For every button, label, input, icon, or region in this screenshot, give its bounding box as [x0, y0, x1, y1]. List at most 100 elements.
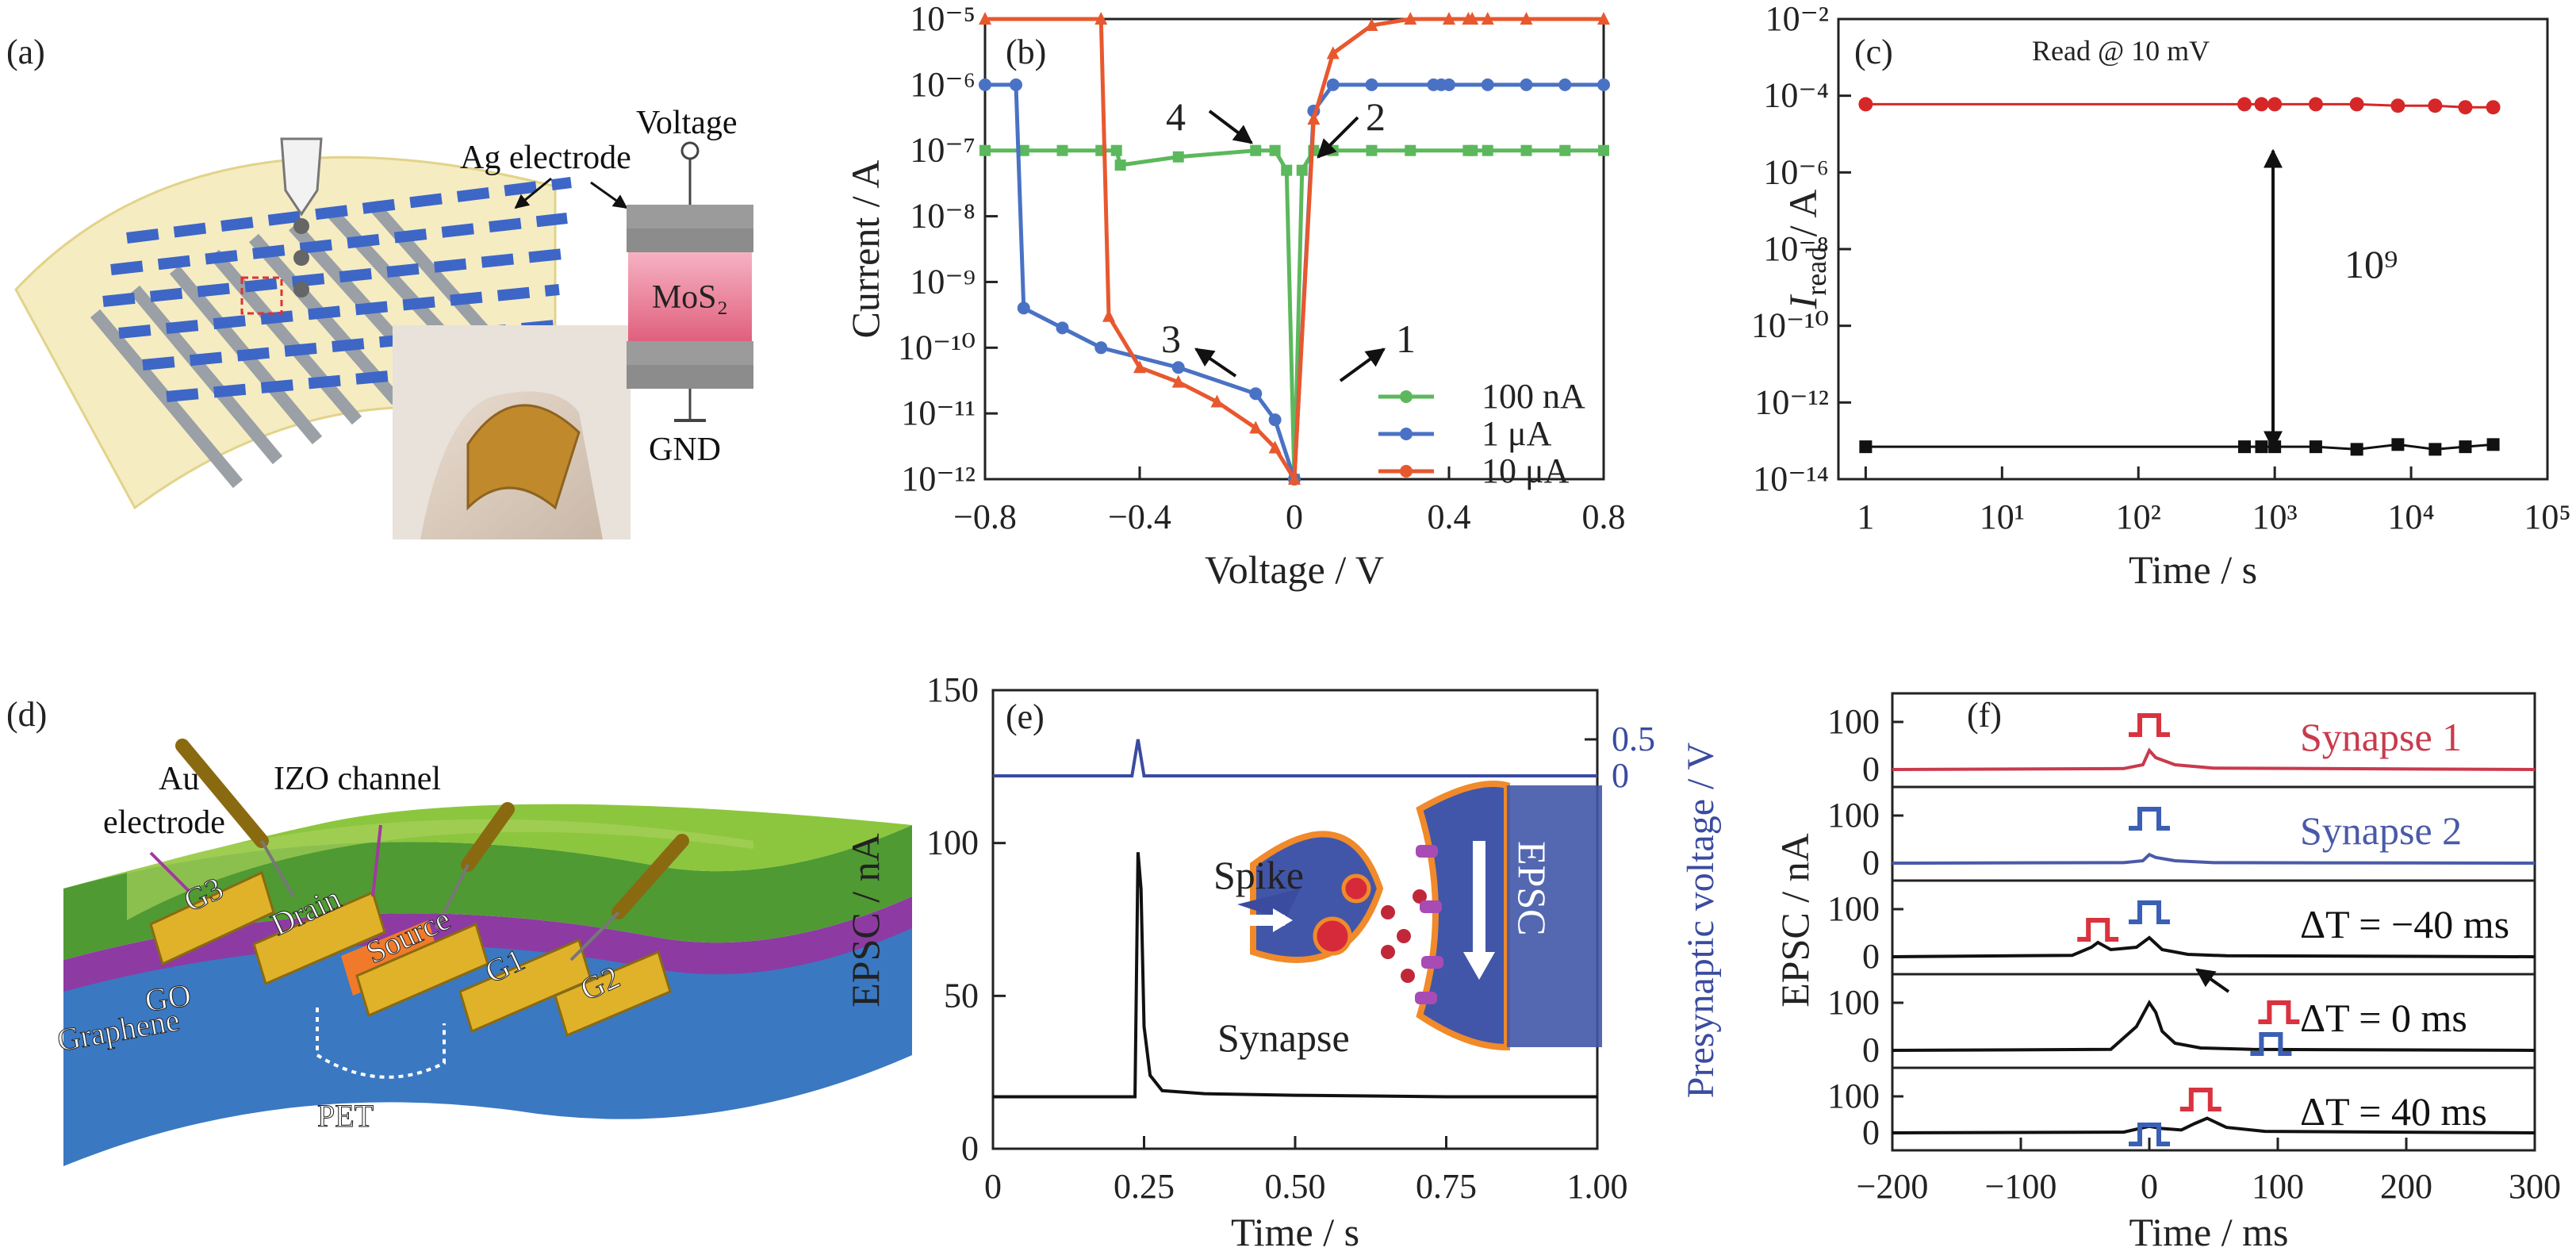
chart-b-point	[1597, 12, 1610, 25]
chart-c-point	[2458, 100, 2473, 115]
chart-e-voltage-line	[993, 739, 1597, 777]
chart-b-point	[1307, 112, 1321, 125]
chart-f-pulse-icon	[2258, 1000, 2300, 1024]
chart-b-point	[1017, 301, 1030, 315]
chart-f-pulse-icon	[2129, 900, 2170, 924]
chart-c-point	[2350, 443, 2363, 456]
chart-e-xtick-label: 1.00	[1567, 1167, 1628, 1206]
chart-b-point	[1365, 18, 1378, 32]
chart-b-point	[979, 12, 991, 25]
chart-b-legend-label: 10 μA	[1482, 451, 1570, 490]
chart-b-point	[1094, 341, 1108, 355]
chart-c-xtick-label: 10²	[2116, 497, 2161, 536]
panel-d-label: (d)	[6, 695, 47, 734]
chart-f-pulse-icon	[2250, 1032, 2292, 1056]
chart-c-point	[2349, 97, 2364, 112]
chart-c-point	[2309, 440, 2322, 454]
chart-f-row-label: ΔT = 0 ms	[2300, 996, 2467, 1040]
chart-f-row-frame	[1891, 1066, 2536, 1152]
chart-b-point	[1056, 321, 1069, 335]
chart-f-xtick-label: 300	[2509, 1167, 2561, 1206]
chart-b-annot-4: 4	[1166, 94, 1186, 139]
chart-c-xtick-label: 10⁵	[2524, 497, 2570, 536]
chart-c-point	[2428, 443, 2442, 456]
pet-layer	[63, 920, 912, 1166]
chart-b-point	[1520, 12, 1533, 25]
chart-b-ytick-label: 10⁻¹⁰	[898, 328, 976, 367]
chart-f-ytick-label: 100	[1827, 796, 1880, 835]
chart-f-trace	[1892, 1116, 2536, 1134]
chart-f-xtick-label: 200	[2380, 1167, 2432, 1206]
go-label: GO	[143, 977, 193, 1019]
chart-c-point	[2390, 98, 2405, 113]
chart-f-ytick-label: 0	[1862, 1031, 1880, 1069]
mos2-label: MoS₂	[652, 279, 728, 316]
chart-e-ytick-right-label: 0.5	[1612, 720, 1655, 758]
chart-e-ytick-right-label: 0	[1612, 756, 1629, 795]
chart-b-annotations: 4 2 3 1	[1161, 94, 1416, 382]
chart-b-point	[1114, 159, 1126, 171]
chart-b-point	[1466, 12, 1479, 25]
chart-b-point	[1466, 144, 1478, 156]
chart-b-point	[1598, 144, 1609, 156]
chart-b-ytick-label: 10⁻⁸	[910, 197, 976, 236]
chart-b-annot-1: 1	[1396, 317, 1416, 361]
panel-a-label: (a)	[6, 33, 45, 71]
chart-b-point	[979, 78, 991, 91]
chart-f-xtick-label: −100	[1985, 1167, 2057, 1206]
chart-f-xtick-label: 100	[2252, 1167, 2304, 1206]
chart-b-point	[1520, 78, 1533, 91]
chart-f-panel-label: (f)	[1967, 696, 2002, 735]
chart-c-xtick-label: 10⁴	[2387, 497, 2434, 536]
chart-c-panel-label: (c)	[1854, 33, 1893, 71]
gold-electrodes	[149, 870, 672, 1038]
chart-c-point	[2254, 97, 2269, 112]
chart-b-point	[1171, 374, 1185, 388]
chart-b-point	[1102, 309, 1115, 322]
panel-a: (a) Ag electrode Voltage	[6, 33, 753, 539]
synapse-illustration: Spike Synapse EPSC	[1213, 781, 1602, 1060]
chart-c-point	[1859, 440, 1873, 454]
chart-b-point	[1133, 360, 1146, 374]
chart-c-point	[2255, 440, 2268, 454]
chart-e-ytick-label: 50	[944, 976, 979, 1015]
chart-b-legend-label: 100 nA	[1482, 377, 1585, 416]
chart-f-trace	[1892, 935, 2536, 958]
chart-b-point	[1366, 144, 1378, 156]
chart-c-xtick-label: 1	[1857, 497, 1874, 536]
chart-c-point	[2486, 438, 2500, 451]
chart-b-ytick-label: 10⁻⁶	[910, 65, 976, 104]
chart-b-annot-3: 3	[1161, 317, 1181, 361]
chart-b-legend-marker	[1400, 428, 1413, 440]
chart-e-ytick-label: 150	[926, 670, 979, 709]
chart-b-point	[1010, 78, 1022, 91]
chart-b-xtick-label: −0.4	[1108, 497, 1171, 536]
chart-b-point	[1281, 164, 1293, 176]
chart-b-point	[1296, 164, 1308, 176]
chart-b-ytick-label: 10⁻⁷	[910, 131, 976, 170]
chart-b-ytick-label: 10⁻⁵	[910, 0, 976, 38]
chart-b-ytick-label: 10⁻¹²	[901, 459, 976, 498]
chart-b-legend-label: 1 μA	[1482, 414, 1552, 453]
chart-f-ytick-label: 100	[1827, 889, 1880, 928]
chart-f-xlabel: Time / ms	[2129, 1210, 2288, 1254]
chart-b-point	[1481, 78, 1494, 91]
chart-b-point	[1404, 12, 1417, 25]
probe-tip	[280, 137, 323, 217]
chart-b-point	[1172, 151, 1184, 163]
chart-c-ratio-label: 10⁹	[2344, 242, 2398, 286]
chart-f-ytick-label: 100	[1827, 1077, 1880, 1115]
synapse-label: Synapse	[1217, 1015, 1350, 1060]
chart-f-row-label: Synapse 2	[2300, 808, 2462, 853]
chart-c-ytick-label: 10⁻¹²	[1754, 382, 1829, 421]
chart-b-point	[1559, 144, 1571, 156]
chart-b-xlabel: Voltage / V	[1205, 547, 1384, 592]
chart-c-xlabel: Time / s	[2129, 547, 2257, 592]
chart-f-row-label: ΔT = 40 ms	[2300, 1089, 2487, 1134]
izo-channel-label: IZO channel	[274, 761, 441, 797]
chart-f-ylabel: EPSC / nA	[1773, 833, 1817, 1008]
chart-c-ytick-label: 10⁻⁸	[1763, 229, 1829, 268]
chart-b: (b) −0.8 −0.4 0 0.4 0.8 10⁻⁵ 10⁻⁶ 10⁻⁷ 10⁻⁸ 10⁻⁹ 1…	[843, 0, 1626, 592]
chart-c-ytick-label: 10⁻¹⁴	[1753, 459, 1829, 498]
